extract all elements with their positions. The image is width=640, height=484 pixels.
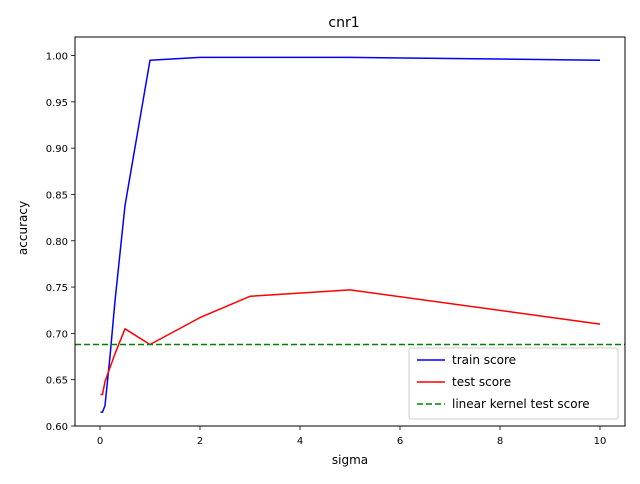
legend-label-linear-kernel-test-score: linear kernel test score	[452, 397, 590, 411]
y-tick-label: 0.65	[46, 376, 68, 387]
x-tick-label: 0	[97, 436, 103, 447]
y-tick-label: 0.75	[46, 283, 68, 294]
axis-ticks: 0 2 4 6 8 10 0.60 0.65 0.70 0.75 0.80 0.85 0.90 0.95 1…	[46, 52, 607, 447]
y-tick-label: 0.85	[46, 190, 68, 201]
y-tick-label: 0.95	[46, 98, 68, 109]
y-tick-label: 0.90	[46, 144, 68, 155]
legend: train score test score linear kernel test …	[408, 347, 619, 420]
series-line-train-score	[100, 56, 601, 413]
legend-label-train-score: train score	[452, 353, 516, 367]
x-tick-label: 10	[594, 436, 607, 447]
y-tick-label: 0.70	[46, 329, 68, 340]
x-axis-label: sigma	[332, 453, 368, 467]
x-tick-label: 4	[297, 436, 303, 447]
chart-title: cnr1	[328, 15, 359, 31]
legend-box	[408, 347, 619, 420]
y-axis-label: accuracy	[16, 201, 30, 255]
x-tick-label: 2	[197, 436, 203, 447]
y-tick-label: 1.00	[46, 52, 68, 63]
y-tick-label: 0.80	[46, 237, 68, 248]
series-line-test-score	[100, 289, 601, 396]
series-layer	[75, 56, 625, 413]
x-tick-label: 8	[497, 436, 503, 447]
x-tick-label: 6	[397, 436, 403, 447]
plot-frame	[74, 36, 626, 427]
y-tick-label: 0.60	[46, 422, 68, 433]
legend-label-test-score: test score	[452, 375, 511, 389]
